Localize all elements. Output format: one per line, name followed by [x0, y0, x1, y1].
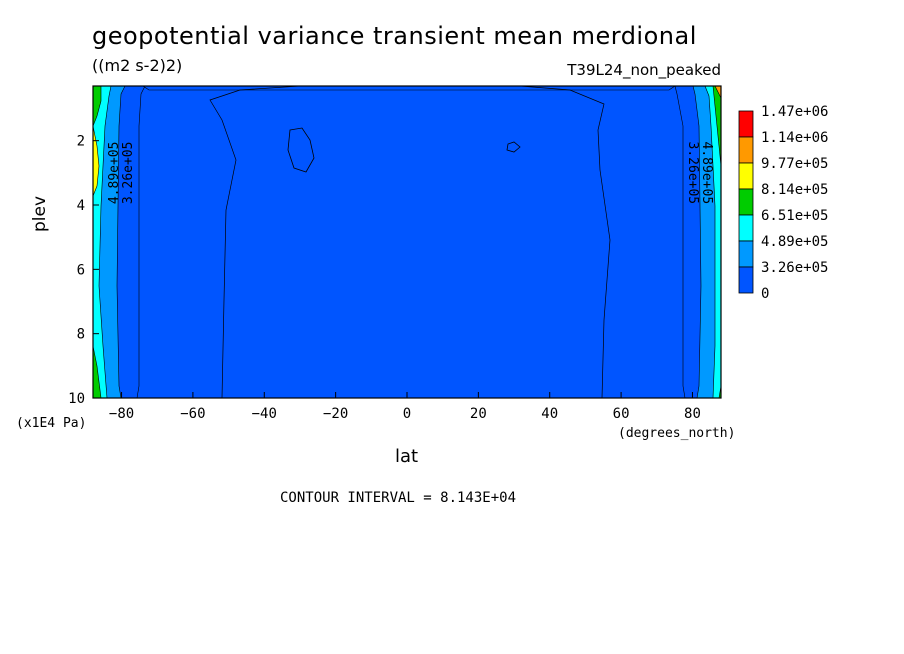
x-tick-label: 60 [613, 406, 630, 422]
legend-swatch [738, 214, 754, 242]
x-tick-label: 0 [403, 406, 411, 422]
contour-line-left [209, 85, 301, 399]
x-axis-units: (degrees_north) [618, 426, 736, 441]
run-name: T39L24_non_peaked [567, 61, 721, 79]
chart-title: geopotential variance transient mean mer… [92, 22, 697, 50]
field-band-0 [93, 86, 721, 398]
legend-swatch [738, 266, 754, 294]
chart-units: ((m2 s-2)2) [92, 56, 183, 75]
x-tick-label: −80 [109, 406, 134, 422]
y-tick-label: 2 [77, 134, 85, 150]
legend-label: 1.47e+06 [761, 104, 828, 120]
x-tick-label: 20 [470, 406, 487, 422]
contour-cell-north [506, 141, 521, 153]
legend-label: 3.26e+05 [761, 260, 828, 276]
contour-label: 3.26e+05 [121, 142, 136, 205]
x-tick-label: −20 [323, 406, 348, 422]
contour-interval: CONTOUR INTERVAL = 8.143E+04 [280, 490, 517, 506]
legend-swatch [738, 136, 754, 164]
x-tick-label: −60 [180, 406, 205, 422]
contour-label: 3.26e+05 [685, 142, 700, 205]
contour-label: 4.89e+05 [107, 142, 122, 205]
legend-swatch [738, 188, 754, 216]
y-tick-label: 4 [77, 198, 85, 214]
x-tick-label: 80 [684, 406, 701, 422]
y-tick-label: 10 [68, 391, 85, 407]
legend-swatch [738, 162, 754, 190]
legend-label: 1.14e+06 [761, 130, 828, 146]
legend-label: 0 [761, 286, 769, 302]
x-tick-label: 40 [541, 406, 558, 422]
contour-label: 4.89e+05 [699, 142, 714, 205]
y-tick-label: 6 [77, 262, 85, 278]
contour-cell-south [287, 127, 315, 173]
x-tick-label: −40 [252, 406, 277, 422]
legend-label: 6.51e+05 [761, 208, 828, 224]
legend-swatch [738, 110, 754, 138]
legend-label: 8.14e+05 [761, 182, 828, 198]
legend-label: 9.77e+05 [761, 156, 828, 172]
y-axis-units: (x1E4 Pa) [16, 416, 87, 431]
x-axis-label: lat [395, 446, 419, 467]
contour-line-right [519, 85, 611, 399]
y-tick-label: 8 [77, 327, 85, 343]
legend-swatch [738, 240, 754, 268]
legend-label: 4.89e+05 [761, 234, 828, 250]
